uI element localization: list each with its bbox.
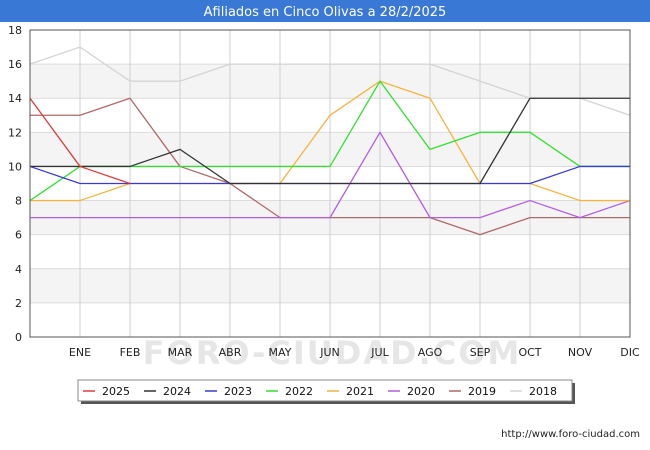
legend-label-2019: 2019 bbox=[468, 385, 496, 398]
x-tick-label: ENE bbox=[69, 346, 91, 359]
x-tick-label: DIC bbox=[620, 346, 640, 359]
series-lines bbox=[29, 46, 631, 236]
legend-label-2022: 2022 bbox=[285, 385, 313, 398]
x-tick-label: MAR bbox=[168, 346, 193, 359]
series-line-2025 bbox=[29, 97, 131, 185]
watermark: FORO-CIUDAD.COM bbox=[143, 334, 522, 372]
x-tick-label: NOV bbox=[568, 346, 593, 359]
legend-label-2025: 2025 bbox=[102, 385, 130, 398]
y-tick-label: 18 bbox=[8, 24, 22, 37]
y-axis: 0 2 4 6 8 10 12 14 16 18 bbox=[8, 24, 22, 344]
y-tick-label: 10 bbox=[8, 160, 22, 173]
x-axis: ENE FEB MAR ABR MAY JUN JUL AGO SEP OCT NOV DIC bbox=[69, 346, 640, 359]
y-tick-label: 8 bbox=[15, 195, 22, 208]
legend-label-2018: 2018 bbox=[529, 385, 557, 398]
series-line-2024 bbox=[30, 97, 630, 185]
legend-box bbox=[77, 379, 573, 402]
x-tick-label: OCT bbox=[518, 346, 541, 359]
legend-label-2024: 2024 bbox=[163, 385, 191, 398]
y-tick-label: 2 bbox=[15, 297, 22, 310]
x-tick-label: AGO bbox=[418, 346, 443, 359]
y-tick-label: 4 bbox=[15, 263, 22, 276]
y-tick-label: 12 bbox=[8, 126, 22, 139]
title-bar bbox=[0, 0, 650, 22]
x-tick-label: ABR bbox=[219, 346, 242, 359]
legend-label-2020: 2020 bbox=[407, 385, 435, 398]
series-line-2020 bbox=[30, 131, 631, 219]
x-tick-label: MAY bbox=[269, 346, 292, 359]
source-url: http://www.foro-ciudad.com bbox=[501, 429, 640, 440]
legend-label-2021: 2021 bbox=[346, 385, 374, 398]
x-tick-label: JUL bbox=[370, 346, 389, 359]
y-tick-label: 16 bbox=[8, 58, 22, 71]
plot-border bbox=[29, 29, 631, 338]
legend-label-2023: 2023 bbox=[224, 385, 252, 398]
chart-title: Afiliados en Cinco Olivas a 28/2/2025 bbox=[204, 5, 447, 20]
y-tick-label: 0 bbox=[15, 331, 22, 344]
legend: 2025 2024 2023 2022 2021 2020 2019 2018 bbox=[77, 379, 575, 404]
y-tick-label: 6 bbox=[15, 229, 22, 242]
x-tick-label: FEB bbox=[120, 346, 141, 359]
y-tick-label: 14 bbox=[8, 92, 22, 105]
x-tick-label: JUN bbox=[319, 346, 340, 359]
x-tick-label: SEP bbox=[470, 346, 491, 359]
